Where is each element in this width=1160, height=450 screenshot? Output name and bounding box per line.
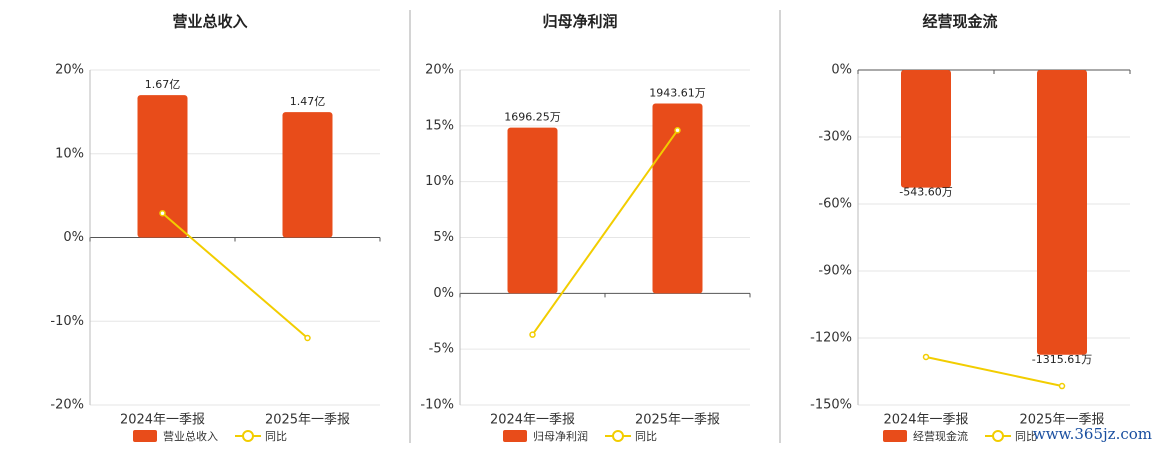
- chart-title: 经营现金流: [922, 13, 997, 31]
- line: [925, 356, 1063, 387]
- bar: [282, 112, 333, 238]
- value-label: 1943.61万: [649, 87, 706, 100]
- line-point: [529, 331, 536, 338]
- y-tick-label: 0%: [433, 286, 454, 301]
- y-tick-label: 0%: [63, 230, 84, 245]
- y-tick-label: -20%: [50, 398, 84, 413]
- legend-swatch: [503, 430, 527, 442]
- line-point: [159, 209, 166, 217]
- line: [531, 129, 679, 336]
- legend-label: 同比: [1015, 430, 1037, 443]
- legend-label: 归母净利润: [533, 429, 588, 443]
- line: [161, 212, 309, 339]
- y-tick-label: -30%: [818, 130, 852, 145]
- chart-title: 归母净利润: [542, 13, 617, 31]
- y-tick-label: 5%: [433, 230, 454, 245]
- y-tick-label: -10%: [50, 314, 84, 329]
- legend-swatch: [612, 430, 624, 442]
- y-tick-label: -120%: [810, 331, 852, 346]
- y-tick-label: 0%: [831, 63, 852, 78]
- line-point: [1058, 382, 1066, 390]
- legend-label: 营业总收入: [163, 429, 218, 443]
- bar: [1037, 70, 1087, 355]
- line-point: [304, 334, 311, 342]
- bar: [901, 70, 951, 188]
- x-tick-label: 2025年一季报: [1019, 413, 1104, 428]
- legend-swatch: [992, 430, 1004, 442]
- bar: [507, 127, 558, 294]
- y-tick-label: 15%: [425, 118, 454, 133]
- x-tick-label: 2024年一季报: [490, 413, 575, 428]
- value-label: 1696.25万: [504, 111, 561, 124]
- x-tick-label: 2025年一季报: [635, 413, 720, 428]
- value-label: -1315.61万: [1032, 353, 1092, 366]
- value-label: 1.67亿: [145, 78, 181, 91]
- y-tick-label: -90%: [818, 264, 852, 279]
- x-tick-label: 2024年一季报: [120, 413, 205, 428]
- y-tick-label: -5%: [429, 342, 454, 357]
- bar: [652, 103, 703, 294]
- y-tick-label: 20%: [55, 63, 84, 78]
- line-point: [674, 127, 681, 134]
- legend-label: 经营现金流: [913, 429, 968, 443]
- x-tick-label: 2025年一季报: [265, 413, 350, 428]
- value-label: -543.60万: [899, 186, 952, 199]
- line-point: [922, 353, 930, 361]
- legend-swatch: [883, 430, 907, 442]
- legend-swatch: [133, 430, 157, 442]
- watermark: www.365jz.com: [1033, 425, 1152, 443]
- chart-title: 营业总收入: [172, 13, 247, 31]
- legend-label: 同比: [635, 430, 657, 443]
- y-tick-label: 10%: [425, 174, 454, 189]
- x-tick-label: 2024年一季报: [883, 413, 968, 428]
- value-label: 1.47亿: [290, 95, 326, 108]
- bar: [137, 95, 188, 238]
- y-tick-label: 10%: [55, 146, 84, 161]
- legend-label: 同比: [265, 430, 287, 443]
- y-tick-label: 20%: [425, 63, 454, 78]
- y-tick-label: -150%: [810, 398, 852, 413]
- y-tick-label: -10%: [420, 398, 454, 413]
- legend-swatch: [242, 430, 254, 442]
- y-tick-label: -60%: [818, 197, 852, 212]
